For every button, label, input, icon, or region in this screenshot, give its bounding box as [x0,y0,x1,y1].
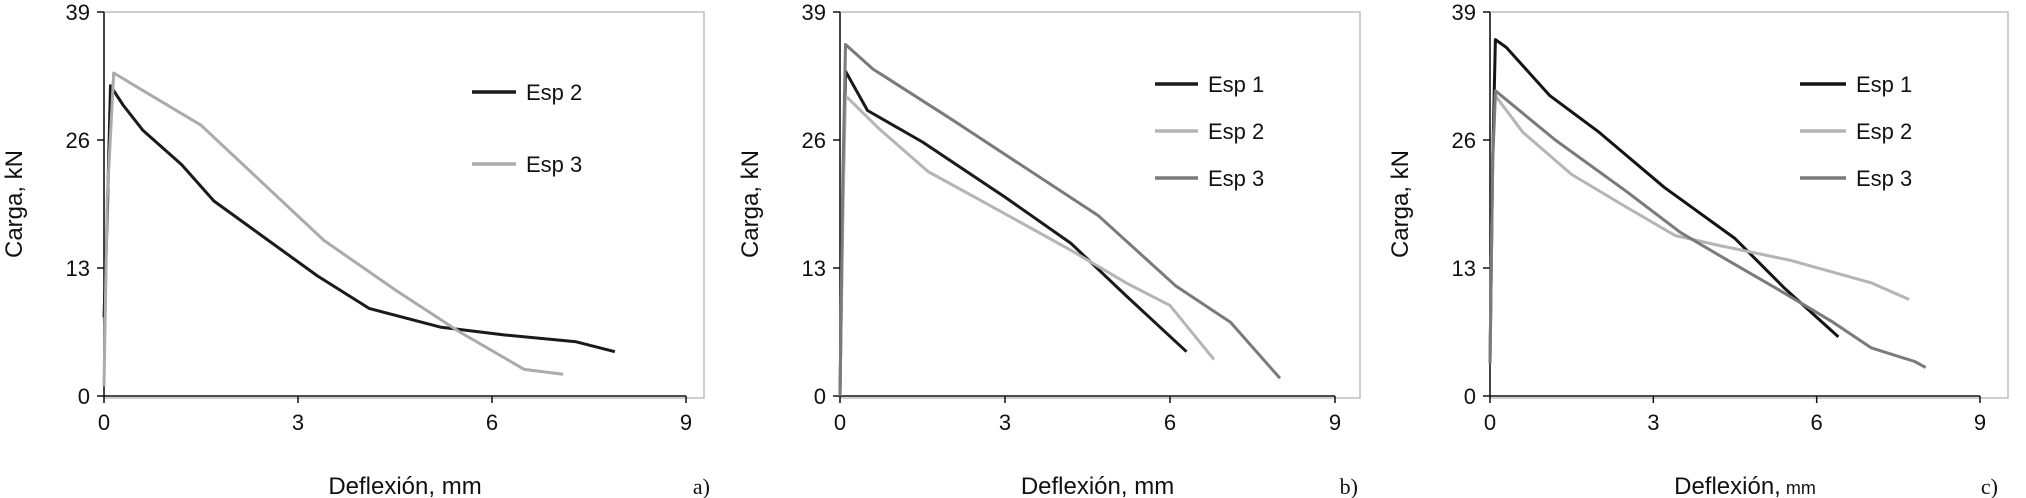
x-tick-label: 0 [834,410,846,435]
x-tick-label: 6 [486,410,498,435]
legend-label: Esp 2 [1208,119,1264,144]
x-tick-label: 3 [1647,410,1659,435]
legend-label: Esp 1 [1856,72,1912,97]
panel-label: c) [1981,474,1998,498]
x-tick-label: 9 [680,410,692,435]
series-line-esp-3 [1488,89,1927,369]
x-axis-unit: mm [1781,478,1816,498]
y-tick-label: 0 [1464,384,1476,409]
panel-label: a) [693,474,710,498]
legend-label: Esp 1 [1208,72,1264,97]
plot-frame-2 [839,11,1361,399]
y-tick-label: 13 [66,256,90,281]
x-axis-title: Deflexión, mm [328,473,481,498]
x-tick-label: 0 [98,410,110,435]
y-tick-label: 39 [1452,0,1476,25]
legend-label: Esp 3 [1208,166,1264,191]
plot-frame-1 [103,11,705,399]
x-tick-label: 9 [1329,410,1341,435]
y-tick-label: 26 [802,128,826,153]
x-tick-label: 3 [292,410,304,435]
x-tick-label: 0 [1484,410,1496,435]
y-tick-label: 26 [66,128,90,153]
series-line-esp-1 [838,69,1188,397]
series-line-esp-2 [1488,94,1910,364]
x-axis-title: Deflexión, mm [1021,473,1174,498]
y-tick-label: 39 [66,0,90,25]
legend-label: Esp 2 [526,80,582,105]
x-tick-label: 9 [1974,410,1986,435]
legend-label: Esp 3 [526,152,582,177]
y-axis-title: Carga, kN [737,150,764,258]
x-tick-label: 3 [999,410,1011,435]
legend-label: Esp 2 [1856,119,1912,144]
y-axis-title: Carga, kN [1,150,28,258]
y-tick-label: 13 [802,256,826,281]
y-tick-label: 0 [78,384,90,409]
y-tick-label: 26 [1452,128,1476,153]
series-line-esp-3 [102,71,564,387]
series-line-esp-1 [1488,38,1840,364]
y-tick-label: 0 [814,384,826,409]
series-line-esp-2 [102,84,616,354]
series-line-esp-2 [838,94,1216,397]
series-line-esp-3 [838,43,1282,397]
y-tick-label: 13 [1452,256,1476,281]
legend-label: Esp 3 [1856,166,1912,191]
x-tick-label: 6 [1164,410,1176,435]
panel-label: b) [1340,474,1358,498]
plot-frame-3 [1489,11,2009,399]
y-axis-title: Carga, kN [1387,150,1414,258]
x-tick-label: 6 [1811,410,1823,435]
x-axis-title: Deflexión, mm [1674,473,1816,498]
y-tick-label: 39 [802,0,826,25]
